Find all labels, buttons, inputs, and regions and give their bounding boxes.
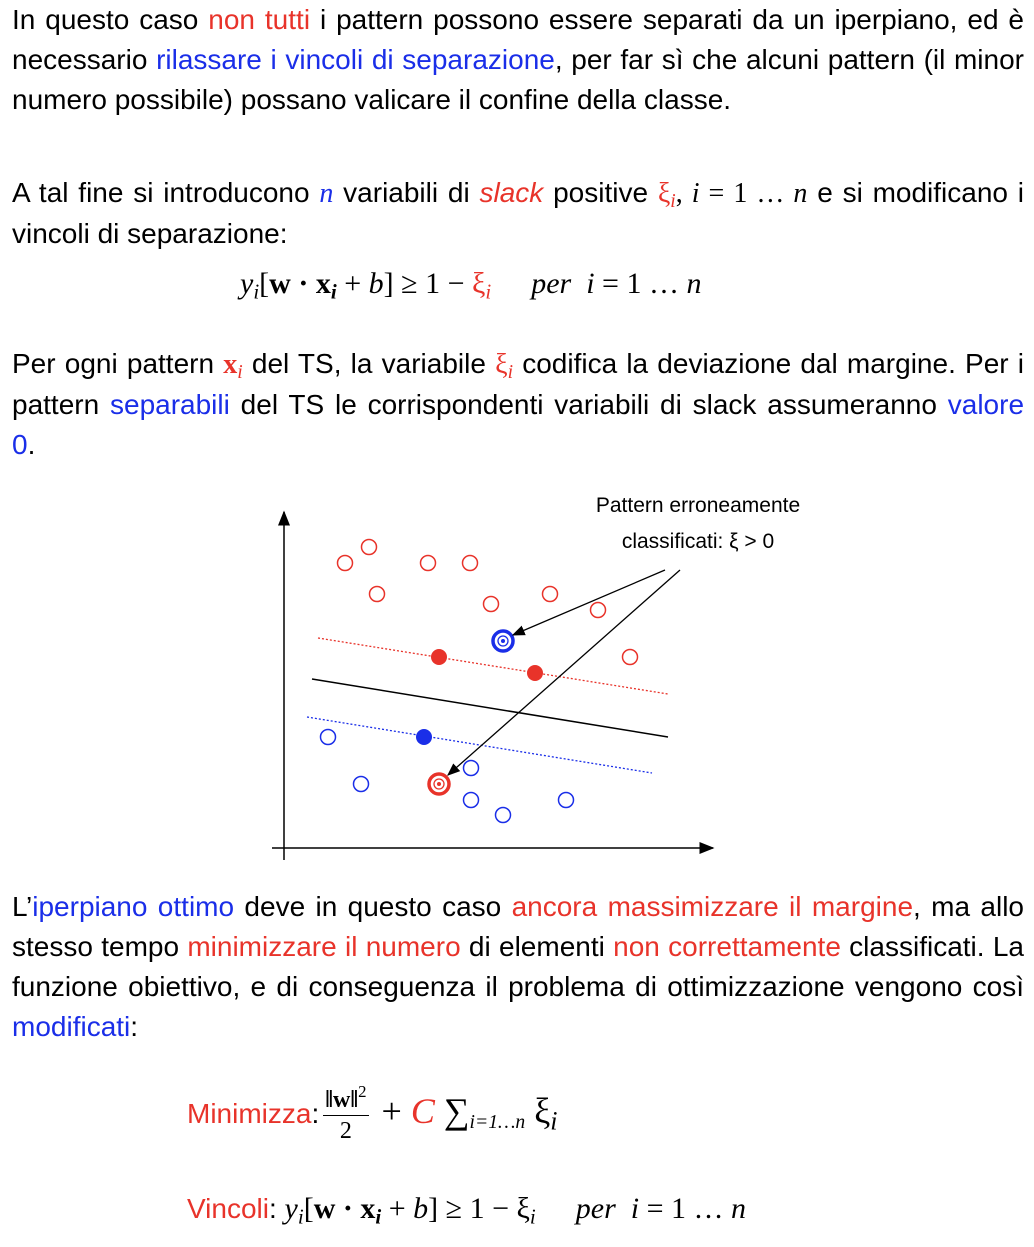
- paragraph: Per ogni pattern xi del TS, la variabile…: [12, 344, 1024, 465]
- math: w · x: [313, 1192, 376, 1225]
- math: i: [550, 1106, 558, 1136]
- math: w · x: [269, 267, 331, 300]
- text: non tutti: [208, 4, 311, 35]
- text: :: [130, 1011, 139, 1042]
- text: del TS, la variabile: [242, 348, 496, 379]
- diagram: Pattern erroneamente classificati: ξ > 0: [272, 494, 800, 860]
- math: 2: [358, 1081, 367, 1101]
- fraction: ‖w‖2 2: [323, 1081, 369, 1146]
- math: i: [237, 361, 243, 383]
- math: i=1…n: [469, 1111, 526, 1133]
- math: ξ: [471, 267, 486, 300]
- text: minimizzare il numero: [187, 931, 461, 962]
- math: i: [691, 178, 700, 209]
- diagram-label: Pattern erroneamente: [596, 494, 800, 517]
- text: ancora massimizzare il margine: [511, 891, 914, 922]
- math: [: [303, 1192, 314, 1225]
- text: , ma allo stesso tempo: [12, 891, 1024, 962]
- text: valore 0: [12, 389, 1025, 460]
- text: :: [311, 1097, 320, 1129]
- text: Vincoli: [187, 1193, 269, 1224]
- text: rilassare i vincoli di separazione: [156, 44, 555, 75]
- math: 2: [339, 1118, 352, 1144]
- text: e si modificano i vincoli di separazione…: [12, 177, 1025, 249]
- math: = 1 …: [639, 1192, 731, 1225]
- objective: Minimizza: ‖w‖2 2 + C ∑i=1…n ξi: [187, 1081, 558, 1146]
- math: i: [297, 1204, 304, 1229]
- text: positive: [543, 177, 658, 208]
- paragraph: A tal fine si introducono n variabili di…: [12, 173, 1024, 254]
- math: ] ≥ 1 − ξ: [428, 1192, 530, 1225]
- text: codifica la deviazione dal margine. Per …: [12, 348, 1025, 420]
- text: A tal fine si introducono: [12, 177, 320, 208]
- math: i: [253, 279, 260, 304]
- blue-patterns: [319, 728, 575, 824]
- math: ] ≥ 1 −: [383, 267, 472, 300]
- math: ξ: [495, 349, 508, 380]
- misclassified-blue: [491, 629, 515, 653]
- math: i: [330, 279, 337, 304]
- math: = 1 …: [594, 267, 687, 300]
- math: [: [259, 267, 270, 300]
- hyperplane: [311, 678, 669, 738]
- text: non correttamente: [613, 931, 841, 962]
- math: ∑: [434, 1090, 470, 1131]
- math: n: [319, 178, 334, 209]
- misclassified-red: [427, 772, 451, 796]
- math: per i: [531, 267, 595, 300]
- paragraph: In questo caso non tutti i pattern posso…: [12, 0, 1024, 120]
- math: +: [372, 1090, 411, 1131]
- text: L’: [12, 891, 33, 922]
- math: i: [507, 361, 514, 383]
- axes: [272, 510, 715, 860]
- text: separabili: [110, 389, 230, 420]
- text: Minimizza: [187, 1097, 312, 1129]
- blue-support-vector: [416, 729, 432, 745]
- math: C: [410, 1090, 435, 1131]
- constraints: Vincoli: yi[w · xi + b] ≥ 1 − ξi per i = …: [187, 1192, 746, 1229]
- text: di elementi: [460, 931, 614, 962]
- math: i: [670, 190, 676, 212]
- math: y: [240, 267, 254, 300]
- math: ξ: [657, 178, 671, 209]
- math: y: [284, 1192, 298, 1225]
- text: del TS le corrispondenti variabili di sl…: [229, 389, 948, 420]
- math: x: [223, 349, 238, 380]
- formula: yi[w · xi + b] ≥ 1 − ξi per i = 1 … n: [240, 267, 702, 304]
- math: i: [529, 1204, 536, 1229]
- math: ξ: [525, 1090, 551, 1131]
- math: ‖w‖: [325, 1087, 359, 1113]
- red-support-vectors: [431, 649, 543, 681]
- text: , per far sì che alcuni pattern (il mino…: [12, 44, 1024, 115]
- math: n: [686, 267, 702, 300]
- text: Per ogni pattern: [12, 348, 224, 379]
- math: i: [485, 279, 492, 304]
- math: +: [381, 1192, 414, 1225]
- math: = 1 …: [699, 178, 794, 209]
- paragraph: L’iperpiano ottimo deve in questo caso a…: [12, 887, 1024, 1047]
- text: i pattern possono essere separati da un …: [12, 4, 1024, 75]
- text: In questo caso: [12, 4, 209, 35]
- text: .: [27, 429, 36, 460]
- text: iperpiano ottimo: [32, 891, 235, 922]
- text: classificati. La funzione obiettivo, e d…: [12, 931, 1024, 1002]
- text: slack: [479, 177, 544, 208]
- margin-line: [317, 637, 669, 695]
- diagram-label: classificati: ξ > 0: [622, 530, 774, 553]
- text: :: [268, 1193, 285, 1224]
- arrows: [447, 569, 681, 776]
- math: per i: [575, 1192, 640, 1225]
- math: n: [731, 1192, 746, 1225]
- math: ,: [675, 178, 692, 209]
- math: n: [793, 178, 808, 209]
- math: b: [413, 1192, 429, 1225]
- math: b: [368, 267, 384, 300]
- text: modificati: [12, 1011, 131, 1042]
- red-patterns: [336, 538, 639, 666]
- text: deve in questo caso: [234, 891, 512, 922]
- math: +: [336, 267, 369, 300]
- text: variabili di: [333, 177, 480, 208]
- math: i: [375, 1204, 382, 1229]
